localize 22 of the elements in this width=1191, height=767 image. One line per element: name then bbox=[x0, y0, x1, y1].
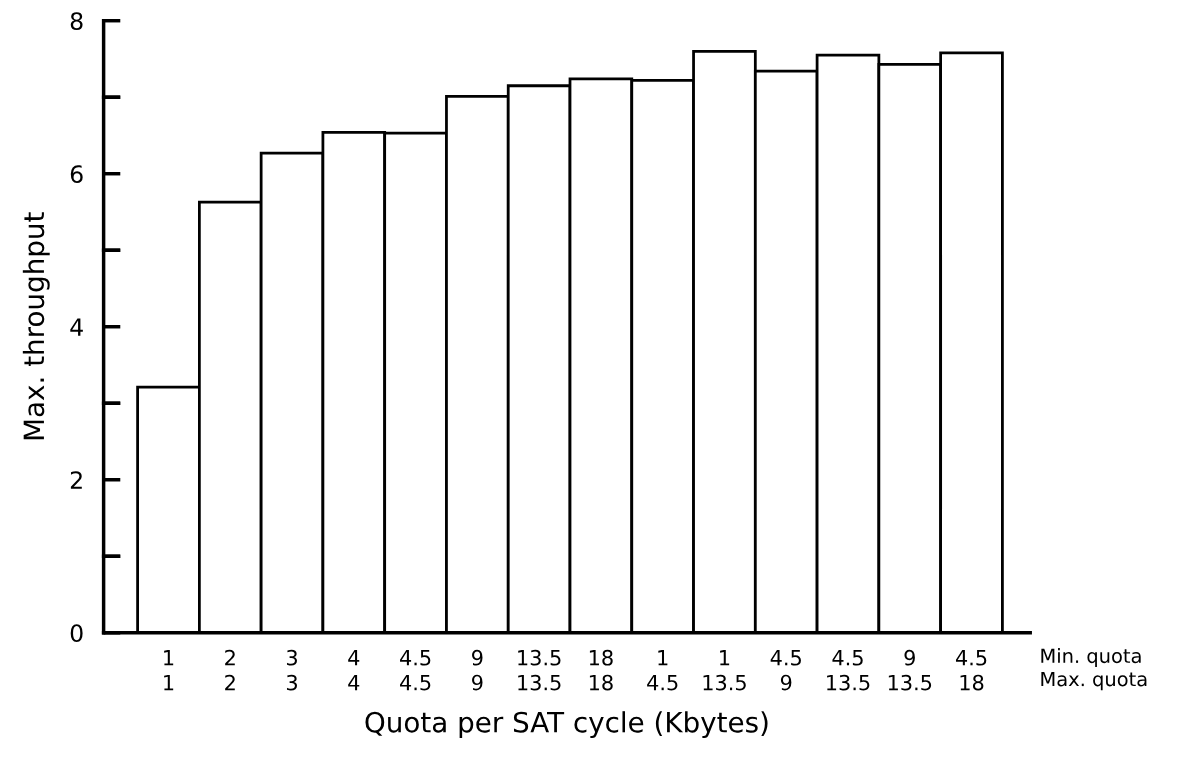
y-axis-title: Max. throughput bbox=[22, 212, 50, 440]
x-tick-label: 4.5 18 bbox=[955, 650, 987, 691]
x-tick-label: 1 13.5 bbox=[703, 650, 746, 691]
x-tick-label: 13.5 13.5 bbox=[518, 649, 561, 691]
x-tick-label: 3 3 bbox=[286, 649, 297, 691]
y-tick-label: 8 bbox=[70, 12, 83, 31]
y-tick-label: 6 bbox=[70, 165, 83, 184]
x-tick-label: 18 18 bbox=[589, 649, 613, 691]
x-tick-label: 4.5 4.5 bbox=[400, 650, 431, 691]
x-tick-label: 1 1 bbox=[164, 650, 174, 691]
x-axis-title: Quota per SAT cycle (Kbytes) bbox=[365, 711, 768, 739]
x-tick-label: 4.5 9 bbox=[770, 650, 801, 691]
x-tick-label: 9 9 bbox=[472, 649, 483, 691]
x-tick-label: 4 4 bbox=[348, 650, 360, 691]
x-tick-label: 1 4.5 bbox=[647, 650, 678, 691]
text: Min. quota Max. quota bbox=[1041, 648, 1147, 691]
y-tick-label: 2 bbox=[70, 471, 82, 489]
y-tick-label: 4 bbox=[70, 318, 83, 336]
x-tick-label: 9 13.5 bbox=[888, 649, 932, 691]
y-tick-label: 0 bbox=[70, 624, 83, 643]
x-tick-label: 4.5 13.5 bbox=[827, 650, 870, 691]
x-tick-label: 2 2 bbox=[225, 649, 235, 691]
